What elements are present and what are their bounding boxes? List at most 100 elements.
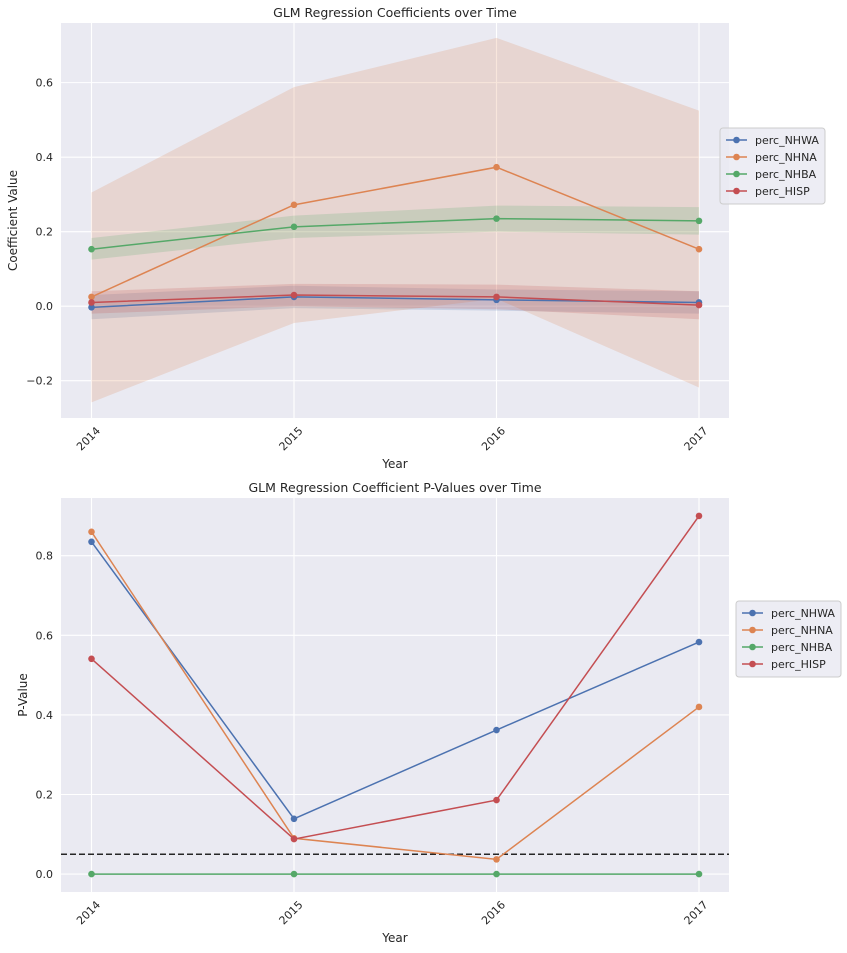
legend-label: perc_NHWA bbox=[755, 134, 819, 147]
x-tick-label-2014: 2014 bbox=[74, 898, 103, 927]
series-line-perc_NHWA bbox=[90, 541, 700, 820]
confidence-band-perc_NHWA bbox=[91, 285, 699, 320]
y-tick-label: 0.2 bbox=[36, 788, 54, 801]
data-point-perc_NHBA-2017 bbox=[695, 870, 703, 878]
y-tick-label: −0.2 bbox=[26, 375, 53, 388]
data-point-perc_HISP-2014 bbox=[88, 299, 95, 306]
legend-box bbox=[735, 600, 842, 678]
legend-entry-perc_NHWA: perc_NHWA bbox=[742, 607, 835, 620]
pvalue-legend: perc_NHWA perc_NHNA perc_NHBA perc_HISP bbox=[735, 600, 842, 678]
data-point-perc_NHBA-2017 bbox=[695, 217, 703, 225]
data-point-perc_HISP-2014 bbox=[88, 655, 95, 663]
legend-label: perc_NHBA bbox=[755, 168, 817, 181]
pvalue-x-ticks: 2014 2015 2016 2017 bbox=[74, 898, 710, 927]
data-point-perc_NHWA-2017 bbox=[695, 638, 703, 646]
data-point-perc_NHNA-2016 bbox=[493, 163, 500, 171]
series-perc_NHNA bbox=[88, 163, 703, 301]
y-tick-label: 0.4 bbox=[36, 151, 54, 164]
coefficient-gridlines bbox=[61, 23, 729, 418]
pvalue-y-ticks: 0.0 0.2 0.4 0.6 0.8 bbox=[36, 550, 54, 881]
data-point-perc_NHNA-2017 bbox=[695, 245, 703, 253]
coefficient-chart: −0.2 0.0 0.2 0.4 0.6 2014 2015 2016 2017 GLM Re… bbox=[6, 5, 826, 471]
coefficient-y-axis-label: Coefficient Value bbox=[6, 170, 20, 271]
confidence-band-perc_NHNA bbox=[91, 37, 699, 403]
data-point-perc_NHBA-2016 bbox=[493, 215, 500, 222]
legend-label: perc_HISP bbox=[771, 658, 826, 671]
y-tick-label: 0.0 bbox=[36, 300, 54, 313]
data-point-perc_NHNA-2017 bbox=[695, 703, 703, 711]
pvalue-chart: 0.0 0.2 0.4 0.6 0.8 2014 2015 2016 2017 GLM Reg… bbox=[16, 480, 842, 945]
legend-entry-perc_NHWA: perc_NHWA bbox=[726, 134, 819, 147]
series-line-perc_HISP bbox=[91, 515, 700, 840]
coefficient-legend: perc_NHWA perc_NHNA perc_NHBA perc_HISP bbox=[719, 127, 826, 205]
series-perc_HISP bbox=[88, 512, 703, 843]
y-tick-label: 0.6 bbox=[36, 77, 54, 90]
legend-box bbox=[719, 127, 826, 205]
series-perc_HISP bbox=[88, 291, 703, 309]
confidence-band-perc_HISP bbox=[91, 283, 699, 320]
coefficient-chart-title: GLM Regression Coefficients over Time bbox=[273, 5, 517, 20]
data-point-perc_NHWA-2015 bbox=[290, 815, 298, 823]
y-tick-label: 0.4 bbox=[36, 709, 54, 722]
y-tick-label: 0.2 bbox=[36, 226, 54, 239]
data-point-perc_HISP-2017 bbox=[695, 512, 703, 520]
pvalue-plot-area bbox=[61, 498, 729, 892]
data-point-perc_NHNA-2016 bbox=[493, 856, 500, 863]
coefficient-confidence-bands bbox=[91, 37, 699, 403]
data-point-perc_HISP-2015 bbox=[290, 291, 298, 299]
x-tick-label-2016: 2016 bbox=[479, 898, 508, 927]
data-point-perc_NHNA-2014 bbox=[88, 293, 95, 301]
pvalue-chart-title: GLM Regression Coefficient P-Values over… bbox=[248, 480, 541, 495]
legend-swatch-marker bbox=[749, 660, 756, 668]
data-point-perc_NHWA-2016 bbox=[493, 726, 500, 734]
data-point-perc_HISP-2016 bbox=[493, 796, 500, 804]
legend-swatch-marker bbox=[733, 153, 740, 161]
y-tick-label: 0.8 bbox=[36, 550, 54, 563]
series-line-perc_NHNA bbox=[90, 531, 700, 861]
x-tick-label-2014: 2014 bbox=[74, 424, 103, 453]
x-tick-label-2015: 2015 bbox=[277, 898, 306, 927]
legend-swatch-marker bbox=[733, 170, 740, 178]
legend-entry-perc_HISP: perc_HISP bbox=[726, 185, 810, 198]
x-tick-label-2017: 2017 bbox=[682, 898, 711, 927]
legend-label: perc_NHWA bbox=[771, 607, 835, 620]
data-point-perc_HISP-2016 bbox=[493, 293, 500, 301]
series-line-perc_NHNA bbox=[91, 166, 700, 298]
series-line-perc_HISP bbox=[91, 294, 700, 306]
legend-entry-perc_NHBA: perc_NHBA bbox=[726, 168, 817, 181]
data-point-perc_HISP-2017 bbox=[695, 301, 703, 309]
data-point-perc_NHBA-2015 bbox=[290, 223, 298, 231]
legend-label: perc_HISP bbox=[755, 185, 810, 198]
coefficient-x-ticks: 2014 2015 2016 2017 bbox=[74, 424, 710, 453]
data-point-perc_NHBA-2014 bbox=[88, 245, 95, 253]
coefficient-y-ticks: −0.2 0.0 0.2 0.4 0.6 bbox=[26, 77, 53, 388]
data-point-perc_NHBA-2016 bbox=[493, 870, 500, 878]
x-tick-label-2017: 2017 bbox=[682, 424, 711, 453]
legend-swatch-marker bbox=[733, 187, 740, 195]
series-line-perc_NHBA bbox=[91, 217, 700, 250]
series-perc_NHBA bbox=[88, 215, 703, 253]
data-point-perc_NHBA-2015 bbox=[290, 870, 298, 878]
legend-swatch-marker bbox=[733, 136, 740, 144]
legend-entry-perc_NHBA: perc_NHBA bbox=[742, 641, 833, 654]
data-point-perc_NHNA-2014 bbox=[88, 528, 95, 536]
y-tick-label: 0.6 bbox=[36, 629, 54, 642]
legend-entry-perc_HISP: perc_HISP bbox=[742, 658, 826, 671]
legend-label: perc_NHNA bbox=[771, 624, 833, 637]
data-point-perc_NHWA-2014 bbox=[88, 304, 95, 311]
legend-swatch-marker bbox=[749, 643, 756, 651]
legend-swatch-marker bbox=[749, 609, 756, 617]
legend-label: perc_NHNA bbox=[755, 151, 817, 164]
x-tick-label-2015: 2015 bbox=[277, 424, 306, 453]
legend-entry-perc_NHNA: perc_NHNA bbox=[742, 624, 833, 637]
data-point-perc_HISP-2015 bbox=[290, 835, 298, 843]
data-point-perc_NHNA-2015 bbox=[290, 201, 298, 209]
data-point-perc_NHBA-2014 bbox=[88, 870, 95, 878]
coefficient-x-axis-label: Year bbox=[381, 457, 407, 471]
legend-label: perc_NHBA bbox=[771, 641, 833, 654]
pvalue-y-axis-label: P-Value bbox=[16, 673, 30, 717]
data-point-perc_NHWA-2014 bbox=[88, 538, 95, 546]
legend-entry-perc_NHNA: perc_NHNA bbox=[726, 151, 817, 164]
series-perc_NHWA bbox=[88, 538, 703, 823]
